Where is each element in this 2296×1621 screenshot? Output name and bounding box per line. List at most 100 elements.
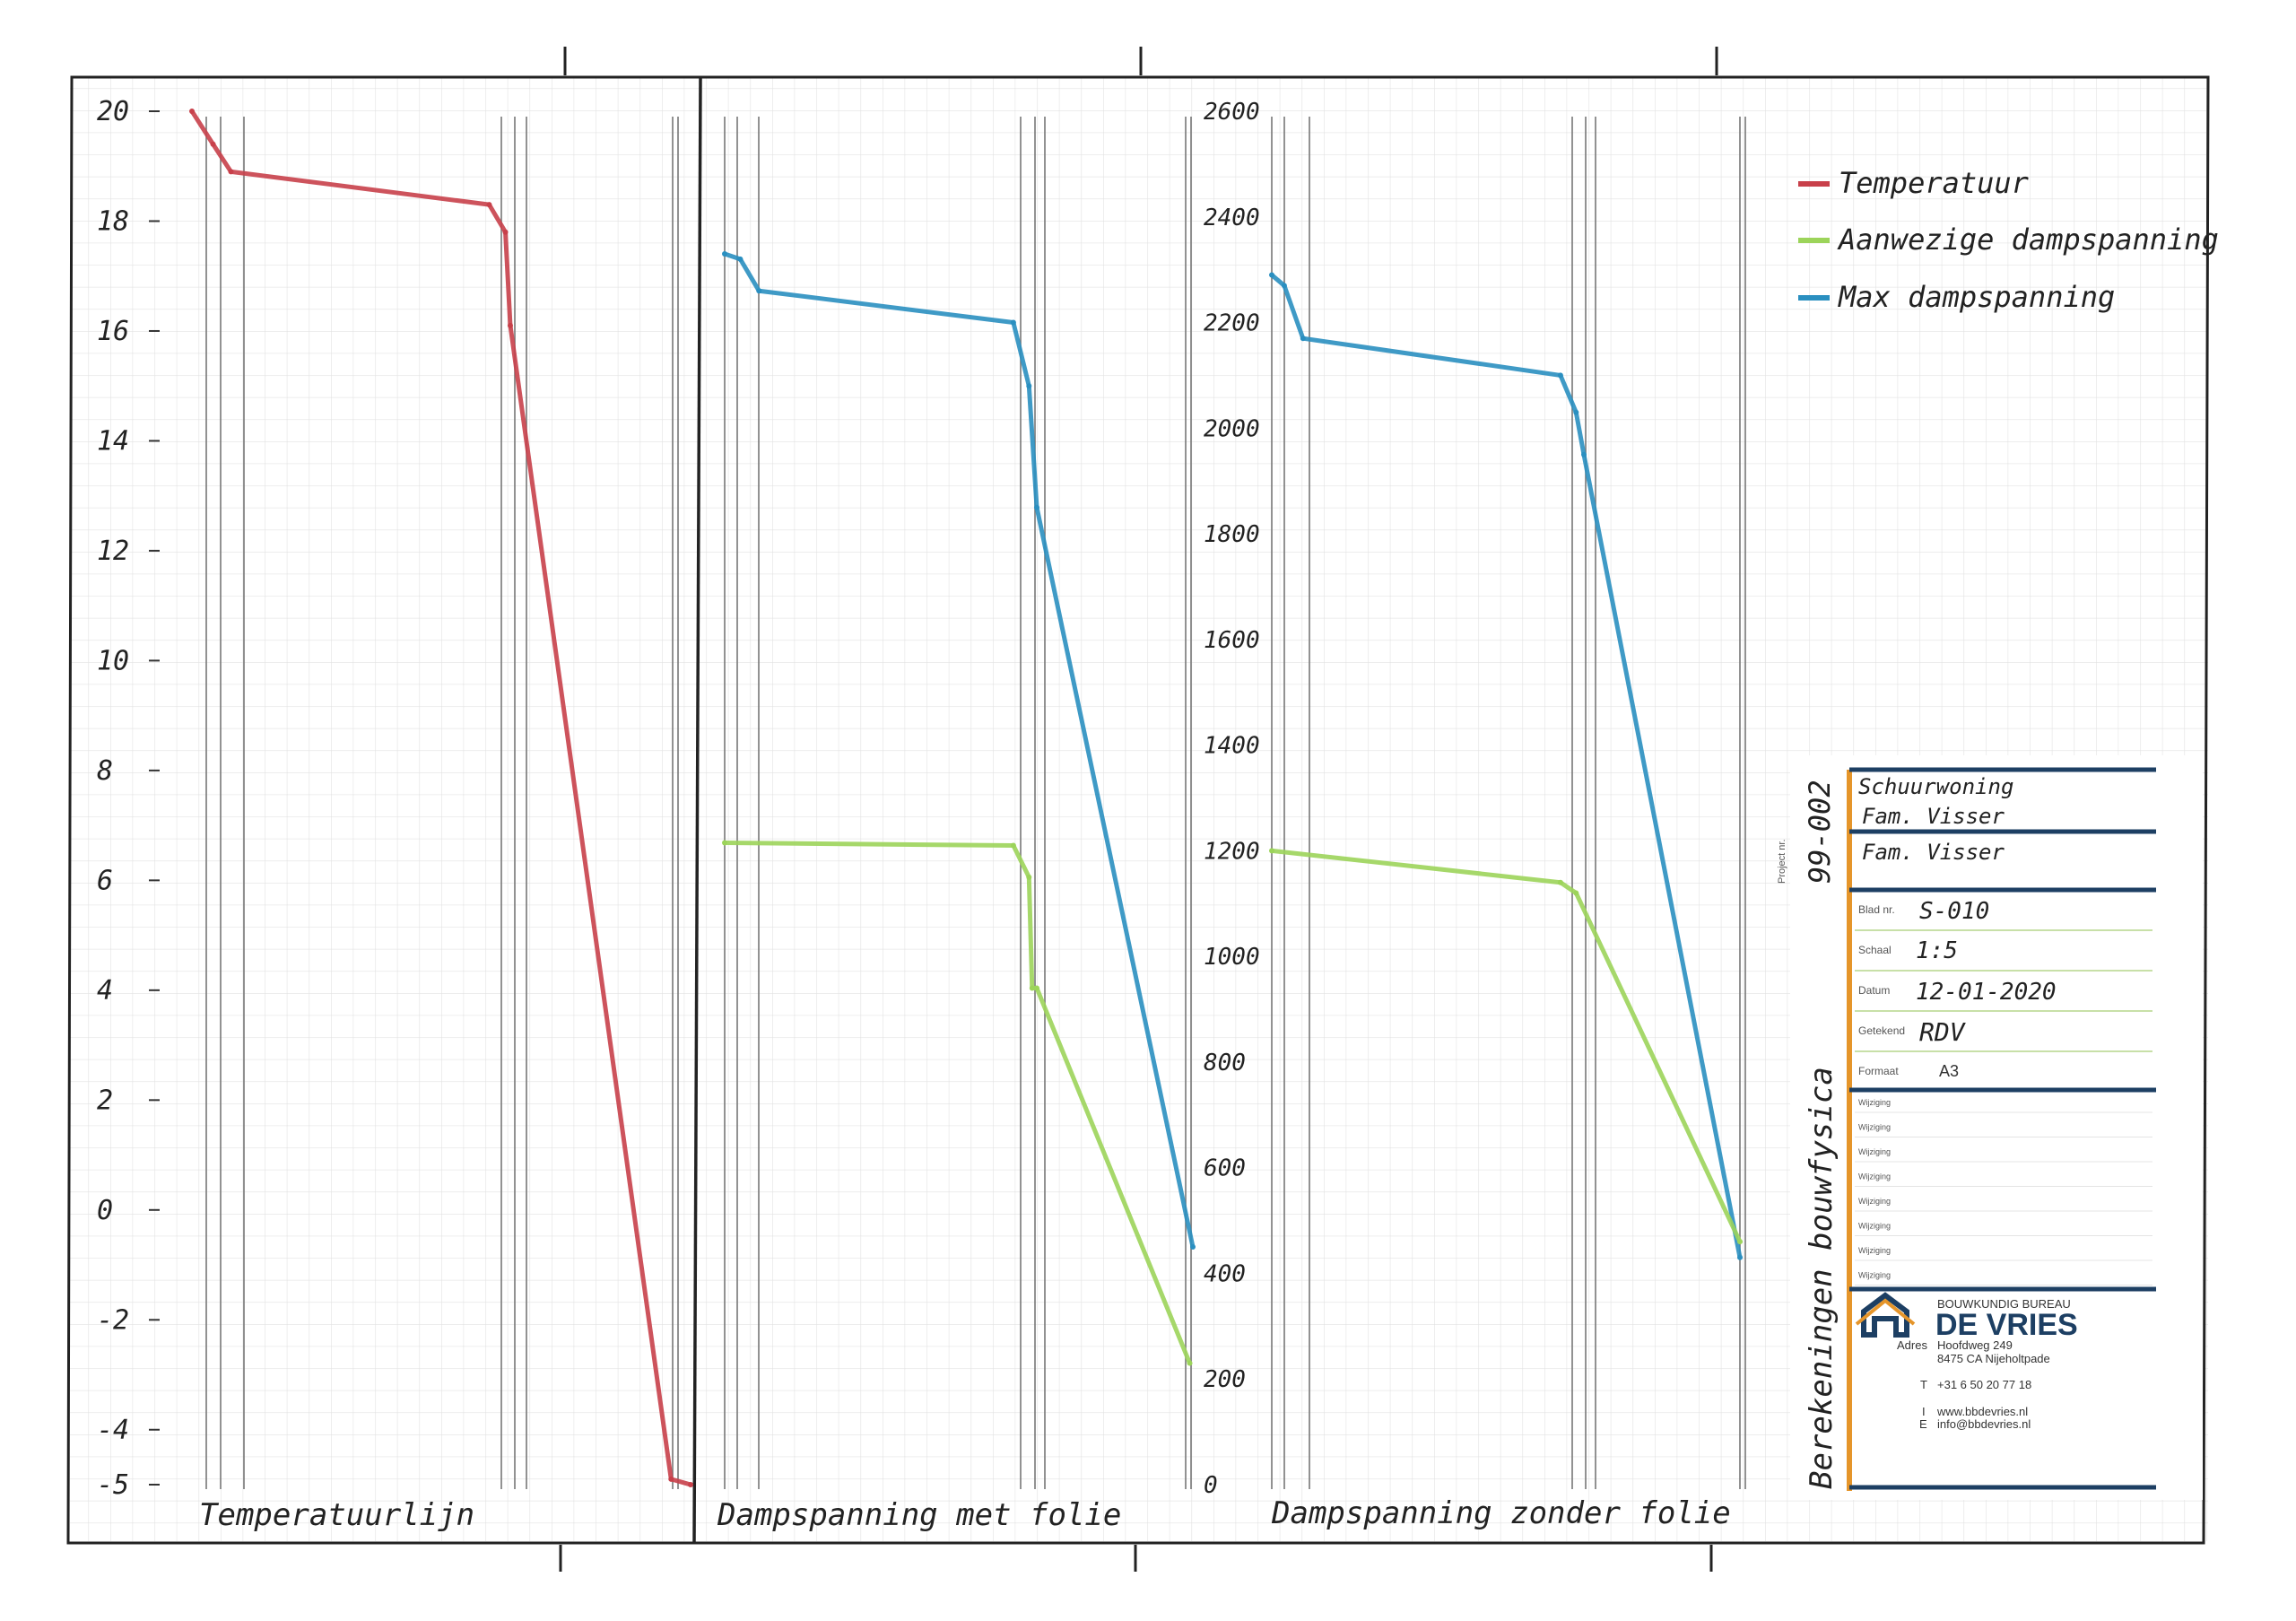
field-label-blad: Blad nr. (1858, 903, 1895, 916)
y-tick-label: -2 (97, 1304, 129, 1336)
series-point (1029, 985, 1035, 991)
field-value-schaal: 1:5 (1916, 937, 1958, 964)
title-block-thin-rules (1855, 929, 2152, 1052)
series-point (1557, 879, 1563, 885)
title-block-bg (1790, 755, 2203, 1500)
field-value-formaat: A3 (1939, 1062, 1959, 1080)
series-point (1557, 372, 1563, 379)
phone-label: T (1920, 1378, 1927, 1391)
series-point (502, 229, 509, 235)
sheet-border (66, 75, 2210, 1545)
y-tick-label: 2000 (1204, 415, 1260, 442)
client-name: Fam. Visser (1862, 840, 2005, 865)
series-point (722, 840, 727, 846)
project-name-2: Fam. Visser (1862, 804, 2005, 829)
fold-marks (559, 47, 1718, 1572)
field-label-getekend: Getekend (1858, 1024, 1905, 1037)
project-nr-value: 99-002 (1803, 780, 1837, 884)
series-point (228, 169, 234, 175)
y-tick-label: 10 (97, 645, 129, 676)
series-point (722, 250, 727, 257)
panel-label-temperature: Temperatuurlijn (199, 1497, 474, 1533)
y-tick-label: 1400 (1204, 733, 1260, 760)
y-tick-label: 16 (97, 316, 129, 347)
series-point (507, 322, 513, 328)
phone-value: +31 6 50 20 77 18 (1937, 1378, 2031, 1391)
vapour-pressure-axis: 2600240022002000180016001400120010008006… (1204, 99, 1260, 1499)
y-tick-label: 1800 (1204, 521, 1260, 548)
series-point (1581, 451, 1587, 458)
series-point (1300, 336, 1306, 342)
y-tick-label: 4 (97, 975, 113, 1007)
wijziging-label: Wijziging (1858, 1197, 1891, 1206)
series-point (1281, 283, 1287, 289)
series-point (1187, 1360, 1193, 1366)
series-point (1269, 272, 1274, 278)
panel-label-zonder-folie: Dampspanning zonder folie (1271, 1495, 1731, 1531)
y-tick-label: 2600 (1204, 99, 1260, 126)
vertical-title: Berekeningen bouwfysica (1804, 1067, 1839, 1489)
email-label: E (1919, 1417, 1927, 1431)
y-tick-label: -5 (97, 1469, 129, 1501)
y-tick-label: 1000 (1204, 944, 1260, 971)
series-point (486, 202, 492, 208)
y-tick-label: 0 (97, 1195, 113, 1226)
legend-label-max: Max dampspanning (1838, 280, 2115, 314)
title-block-rules (1849, 767, 2156, 1490)
company-name: DE VRIES (1935, 1308, 2078, 1342)
email-value: info@bbdevries.nl (1937, 1417, 2031, 1431)
series-point (189, 109, 195, 114)
wijziging-label: Wijziging (1858, 1098, 1891, 1107)
address-label: Adres (1897, 1338, 1927, 1352)
y-tick-label: 200 (1204, 1366, 1246, 1393)
y-tick-label: 2 (97, 1085, 113, 1116)
field-value-datum: 12-01-2020 (1916, 979, 2057, 1006)
company-logo: BOUWKUNDIG BUREAU DE VRIES (1855, 1292, 2078, 1342)
field-label-datum: Datum (1858, 984, 1890, 997)
wijziging-label: Wijziging (1858, 1222, 1891, 1231)
series-line (722, 841, 1193, 1366)
legend: Temperatuur Aanwezige dampspanning Max d… (1798, 166, 2219, 314)
series-point (1573, 409, 1579, 415)
series-line (189, 109, 693, 1487)
y-tick-label: 1200 (1204, 838, 1260, 865)
series-point (1190, 1244, 1196, 1251)
y-tick-label: 0 (1204, 1472, 1218, 1499)
y-tick-label: 20 (97, 96, 129, 127)
series-point (688, 1482, 693, 1487)
series-point (1737, 1254, 1743, 1260)
panel-label-met-folie: Dampspanning met folie (717, 1497, 1121, 1533)
y-tick-label: 800 (1204, 1050, 1246, 1076)
field-value-blad: S-010 (1919, 898, 1989, 925)
series-point (1026, 874, 1032, 880)
series-point (668, 1476, 674, 1482)
address-line-2: 8475 CA Nijeholtpade (1937, 1352, 2050, 1365)
series-line (1269, 848, 1743, 1244)
y-tick-label: 8 (97, 755, 113, 787)
series-point (1269, 848, 1274, 854)
layer-lines (205, 117, 1746, 1489)
roof-icon (1855, 1298, 1916, 1326)
y-tick-label: 1600 (1204, 627, 1260, 654)
legend-label-aanwezige: Aanwezige dampspanning (1837, 222, 2219, 257)
y-tick-label: 400 (1204, 1260, 1246, 1287)
series-point (1010, 319, 1016, 326)
series-layer (189, 109, 1743, 1487)
wijziging-label: Wijziging (1858, 1147, 1891, 1156)
y-tick-label: 12 (97, 536, 129, 567)
project-name-1: Schuurwoning (1858, 774, 2013, 799)
field-label-schaal: Schaal (1858, 944, 1892, 956)
y-tick-label: -4 (97, 1415, 129, 1446)
address-line-1: Hoofdweg 249 (1937, 1338, 2013, 1352)
y-tick-label: 2200 (1204, 310, 1260, 337)
web-value: www.bbdevries.nl (1936, 1405, 2028, 1418)
field-label-formaat: Formaat (1858, 1065, 1899, 1077)
series-point (1026, 383, 1032, 389)
y-tick-label: 14 (97, 425, 129, 457)
wijziging-label: Wijziging (1858, 1123, 1891, 1132)
web-label: I (1922, 1405, 1926, 1418)
company-small-name: BOUWKUNDIG BUREAU (1937, 1297, 2071, 1311)
y-tick-label: 2400 (1204, 205, 1260, 231)
y-tick-label: 6 (97, 865, 113, 896)
